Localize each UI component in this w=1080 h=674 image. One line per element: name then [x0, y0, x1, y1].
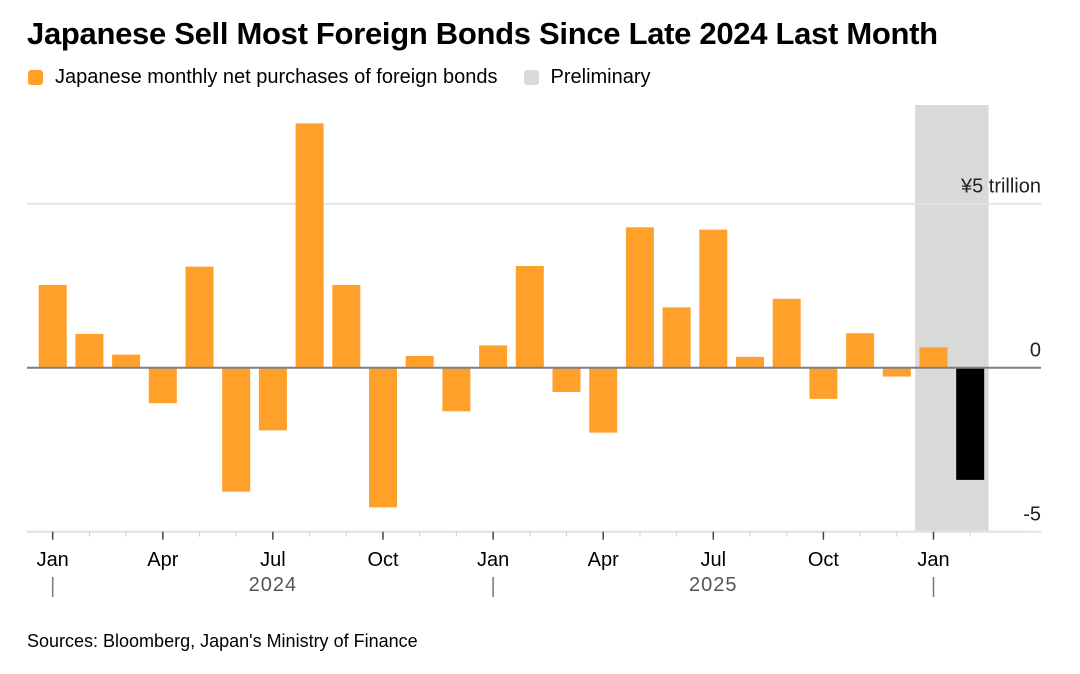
bar-2025-07	[699, 229, 728, 368]
bar-2024-07	[258, 367, 287, 431]
bar-2025-08	[736, 356, 764, 368]
legend-swatch-gray	[523, 70, 539, 85]
x-tick-label: Jan	[477, 549, 509, 571]
bar-2024-11	[405, 355, 434, 368]
legend-item-net-purchases: Japanese monthly net purchases of foreig…	[28, 66, 498, 89]
bar-2025-04	[589, 367, 618, 433]
bar-layer	[38, 123, 985, 508]
bar-2024-08	[295, 123, 324, 368]
y-tick-label: -5	[1023, 504, 1041, 526]
bar-2024-04	[148, 367, 177, 404]
year-label: 2024	[249, 574, 298, 596]
bar-2025-06	[662, 307, 691, 368]
label-layer: Jan Apr Jul Oct Jan Apr Jul Oct Jan 2024 2025 ¥5 tr…	[37, 176, 1041, 596]
x-tick-label: Oct	[367, 549, 399, 571]
bar-2025-05	[625, 227, 654, 368]
legend-swatch-orange	[28, 70, 43, 85]
bar-2024-03	[112, 354, 141, 368]
bar-2024-09	[332, 285, 361, 368]
x-tick-label: Apr	[147, 549, 178, 571]
bar-2024-12	[442, 367, 471, 412]
legend: Japanese monthly net purchases of foreig…	[28, 66, 677, 89]
legend-label-net-purchases: Japanese monthly net purchases of foreig…	[55, 66, 498, 88]
bar-2026-01	[919, 347, 948, 368]
x-tick-label: Jul	[701, 549, 727, 571]
legend-label-preliminary: Preliminary	[550, 66, 651, 88]
axis-layer	[27, 366, 1041, 597]
x-tick-label: Jan	[917, 549, 949, 571]
bar-2025-10	[809, 367, 838, 399]
year-label: 2025	[689, 574, 738, 596]
x-tick-label: Jul	[260, 549, 286, 571]
bar-2025-12	[882, 367, 911, 377]
bar-2024-06	[222, 367, 251, 492]
chart-title: Japanese Sell Most Foreign Bonds Since L…	[27, 16, 938, 51]
legend-item-preliminary: Preliminary	[523, 66, 651, 89]
source-note: Sources: Bloomberg, Japan's Ministry of …	[27, 631, 418, 651]
bar-2026-02	[956, 367, 985, 480]
y-tick-label: ¥5 trillion	[960, 176, 1041, 198]
bar-2024-02	[75, 333, 104, 368]
x-tick-label: Jan	[37, 549, 69, 571]
y-tick-label: 0	[1030, 340, 1041, 362]
bar-2024-10	[369, 367, 397, 508]
x-tick-label: Oct	[808, 549, 840, 571]
bar-2025-03	[552, 367, 581, 392]
bar-2025-02	[515, 266, 544, 368]
x-tick-label: Apr	[588, 549, 619, 571]
bar-2024-01	[38, 285, 67, 368]
bar-2025-11	[846, 333, 875, 368]
bar-2025-09	[772, 298, 801, 368]
bar-2024-05	[185, 266, 214, 368]
bar-2025-01	[479, 345, 508, 368]
